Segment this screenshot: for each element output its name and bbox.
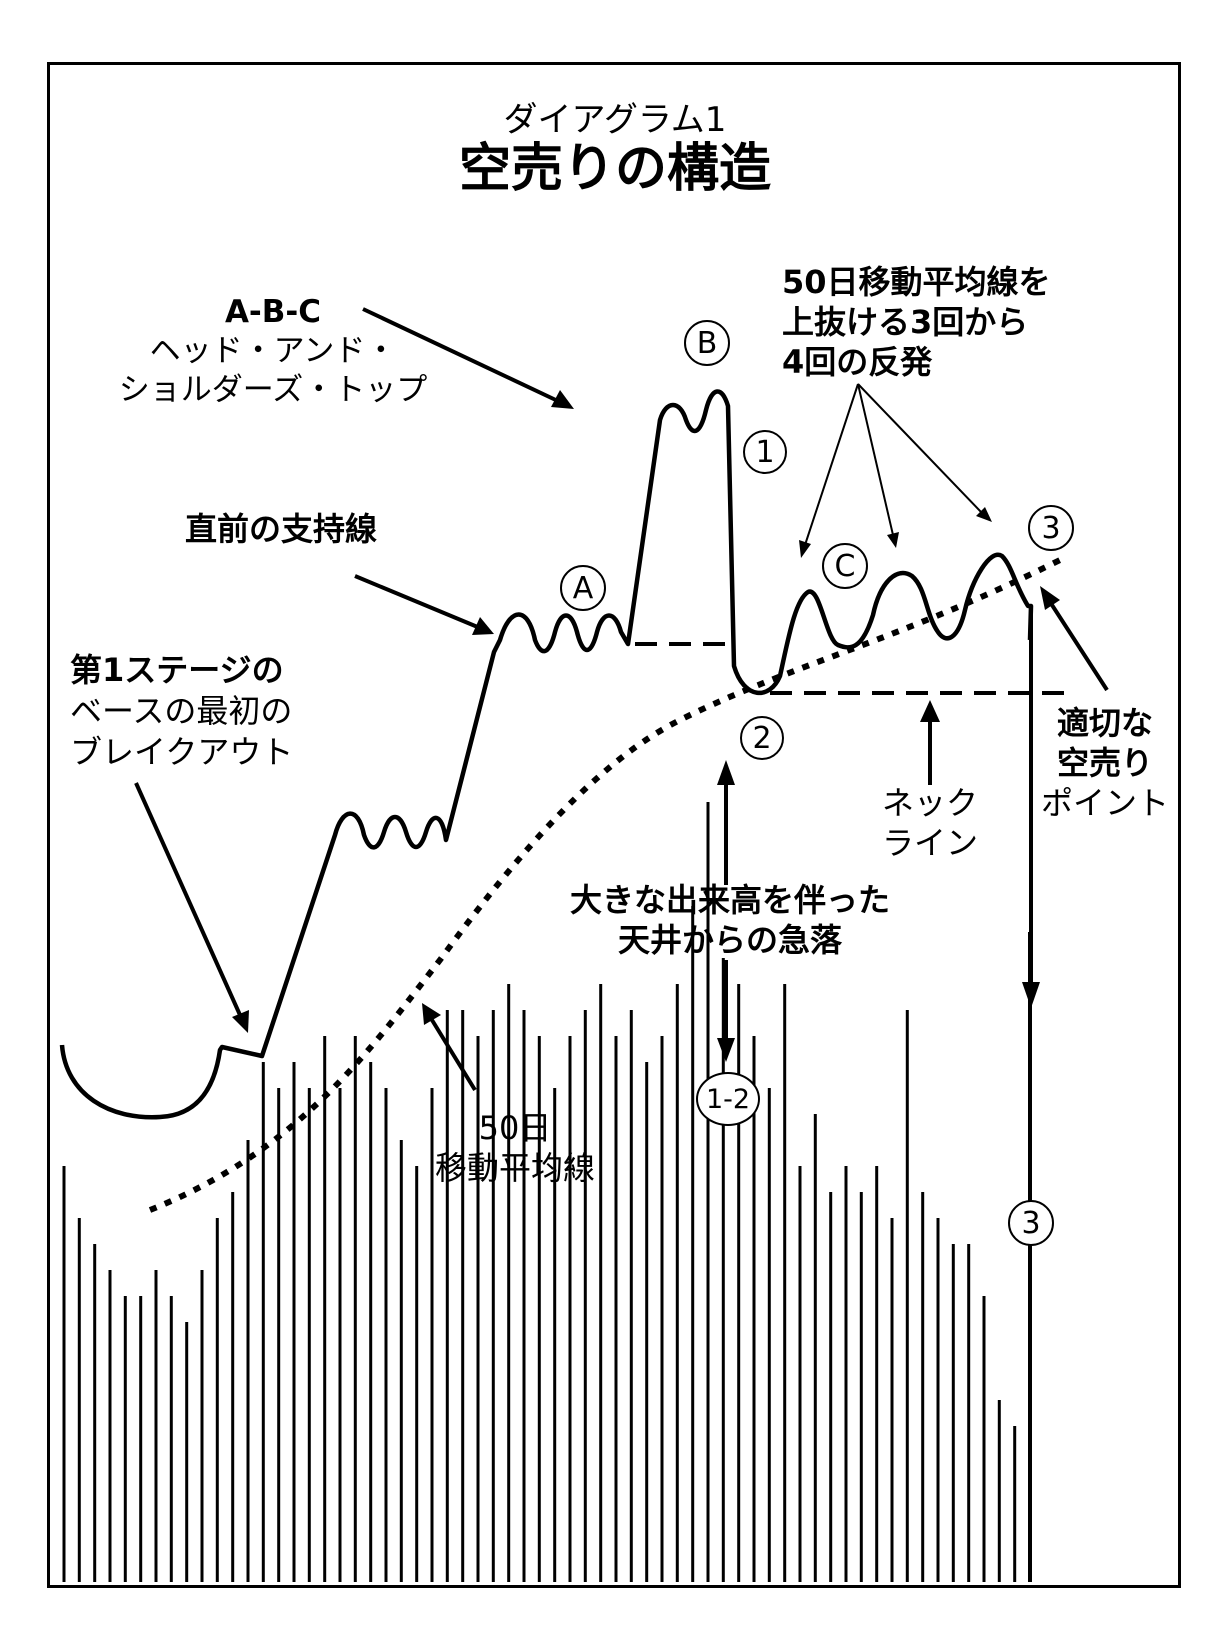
heavy-volume-drop-label: 大きな出来高を伴った 天井からの急落 bbox=[530, 880, 930, 960]
marker-C: C bbox=[822, 543, 868, 589]
marker-3-volume: 3 bbox=[1008, 1200, 1054, 1246]
ma50-label-line-1: 50日 bbox=[478, 1109, 552, 1147]
neckline-line-1: ネック bbox=[881, 784, 978, 822]
rebound-arrowhead-2 bbox=[887, 532, 899, 548]
neckline-line-2: ライン bbox=[881, 824, 978, 862]
heavy-volume-line-2: 天井からの急落 bbox=[617, 921, 842, 959]
prior-support-pointer-arrowhead bbox=[472, 617, 494, 635]
volume-bars bbox=[62, 802, 1032, 1582]
neckline-pointer-arrowhead bbox=[920, 700, 940, 722]
breakout-label-line-2: ベースの最初の bbox=[70, 692, 293, 730]
heavy-volume-line-1: 大きな出来高を伴った bbox=[569, 881, 890, 919]
prior-support-pointer-arrow bbox=[354, 574, 481, 630]
marker-1: 1 bbox=[743, 430, 787, 474]
abc-pointer-arrowhead bbox=[551, 390, 574, 409]
heavy-volume-up-arrowhead bbox=[717, 760, 735, 785]
short-point-line-2: 空売り bbox=[1056, 744, 1153, 782]
abc-label-line-3: ショルダーズ・トップ bbox=[118, 372, 428, 408]
marker-1-2: 1-2 bbox=[696, 1072, 760, 1126]
rebound-label-line-2: 上抜ける3回から bbox=[782, 303, 1029, 341]
first-stage-breakout-label: 第1ステージの ベースの最初の ブレイクアウト bbox=[70, 650, 293, 773]
rebound-50day-label: 50日移動平均線を 上抜ける3回から 4回の反発 bbox=[782, 262, 1051, 382]
marker-2: 2 bbox=[740, 716, 784, 760]
abc-pointer-arrow bbox=[362, 307, 561, 404]
rebound-arrow-3 bbox=[857, 383, 983, 514]
price-line bbox=[59, 389, 1034, 1120]
rebound-arrows bbox=[799, 383, 992, 558]
rebound-arrow-2 bbox=[857, 383, 894, 536]
prior-support-label: 直前の支持線 bbox=[185, 510, 378, 548]
breakout-label-line-3: ブレイクアウト bbox=[70, 733, 294, 771]
breakout-pointer-arrowhead bbox=[232, 1010, 249, 1033]
abc-head-shoulders-label: A-B-C ヘッド・アンド・ ショルダーズ・トップ bbox=[88, 293, 458, 410]
short-point-pointer-arrow bbox=[1050, 603, 1109, 692]
ma50-pointer-arrow bbox=[430, 1018, 477, 1092]
rebound-arrowhead-3 bbox=[976, 507, 992, 522]
diagram-subtitle: ダイアグラム1 bbox=[503, 100, 727, 140]
ma50-label: 50日 移動平均線 bbox=[400, 1108, 630, 1188]
rebound-label-line-1: 50日移動平均線を bbox=[782, 263, 1051, 301]
rebound-label-line-3: 4回の反発 bbox=[782, 343, 933, 381]
neckline-label: ネック ライン bbox=[860, 783, 1000, 863]
short-point-line-3: ポイント bbox=[1040, 784, 1169, 822]
ma50-label-line-2: 移動平均線 bbox=[434, 1149, 595, 1187]
annotation-arrows bbox=[134, 307, 1109, 1092]
abc-label-line-2: ヘッド・アンド・ bbox=[149, 333, 397, 369]
marker-A: A bbox=[560, 565, 606, 611]
rebound-arrow-1 bbox=[804, 383, 859, 546]
diagram-title: 空売りの構造 bbox=[458, 139, 771, 199]
proper-short-point-label: 適切な 空売り ポイント bbox=[1030, 703, 1180, 823]
rebound-arrowhead-1 bbox=[799, 540, 811, 558]
abc-label-line-1: A-B-C bbox=[224, 294, 322, 330]
breakout-pointer-arrow bbox=[134, 782, 242, 1016]
breakout-label-line-1: 第1ステージの bbox=[70, 651, 284, 689]
marker-B: B bbox=[684, 320, 730, 366]
short-point-pointer-arrowhead bbox=[1040, 586, 1060, 610]
ma50-pointer-arrowhead bbox=[422, 1003, 441, 1025]
diagram-frame bbox=[47, 62, 1181, 1588]
heavy-volume-down-arrowhead bbox=[717, 1038, 735, 1062]
marker-3-price: 3 bbox=[1028, 505, 1074, 551]
short-point-line-1: 適切な bbox=[1056, 704, 1153, 742]
